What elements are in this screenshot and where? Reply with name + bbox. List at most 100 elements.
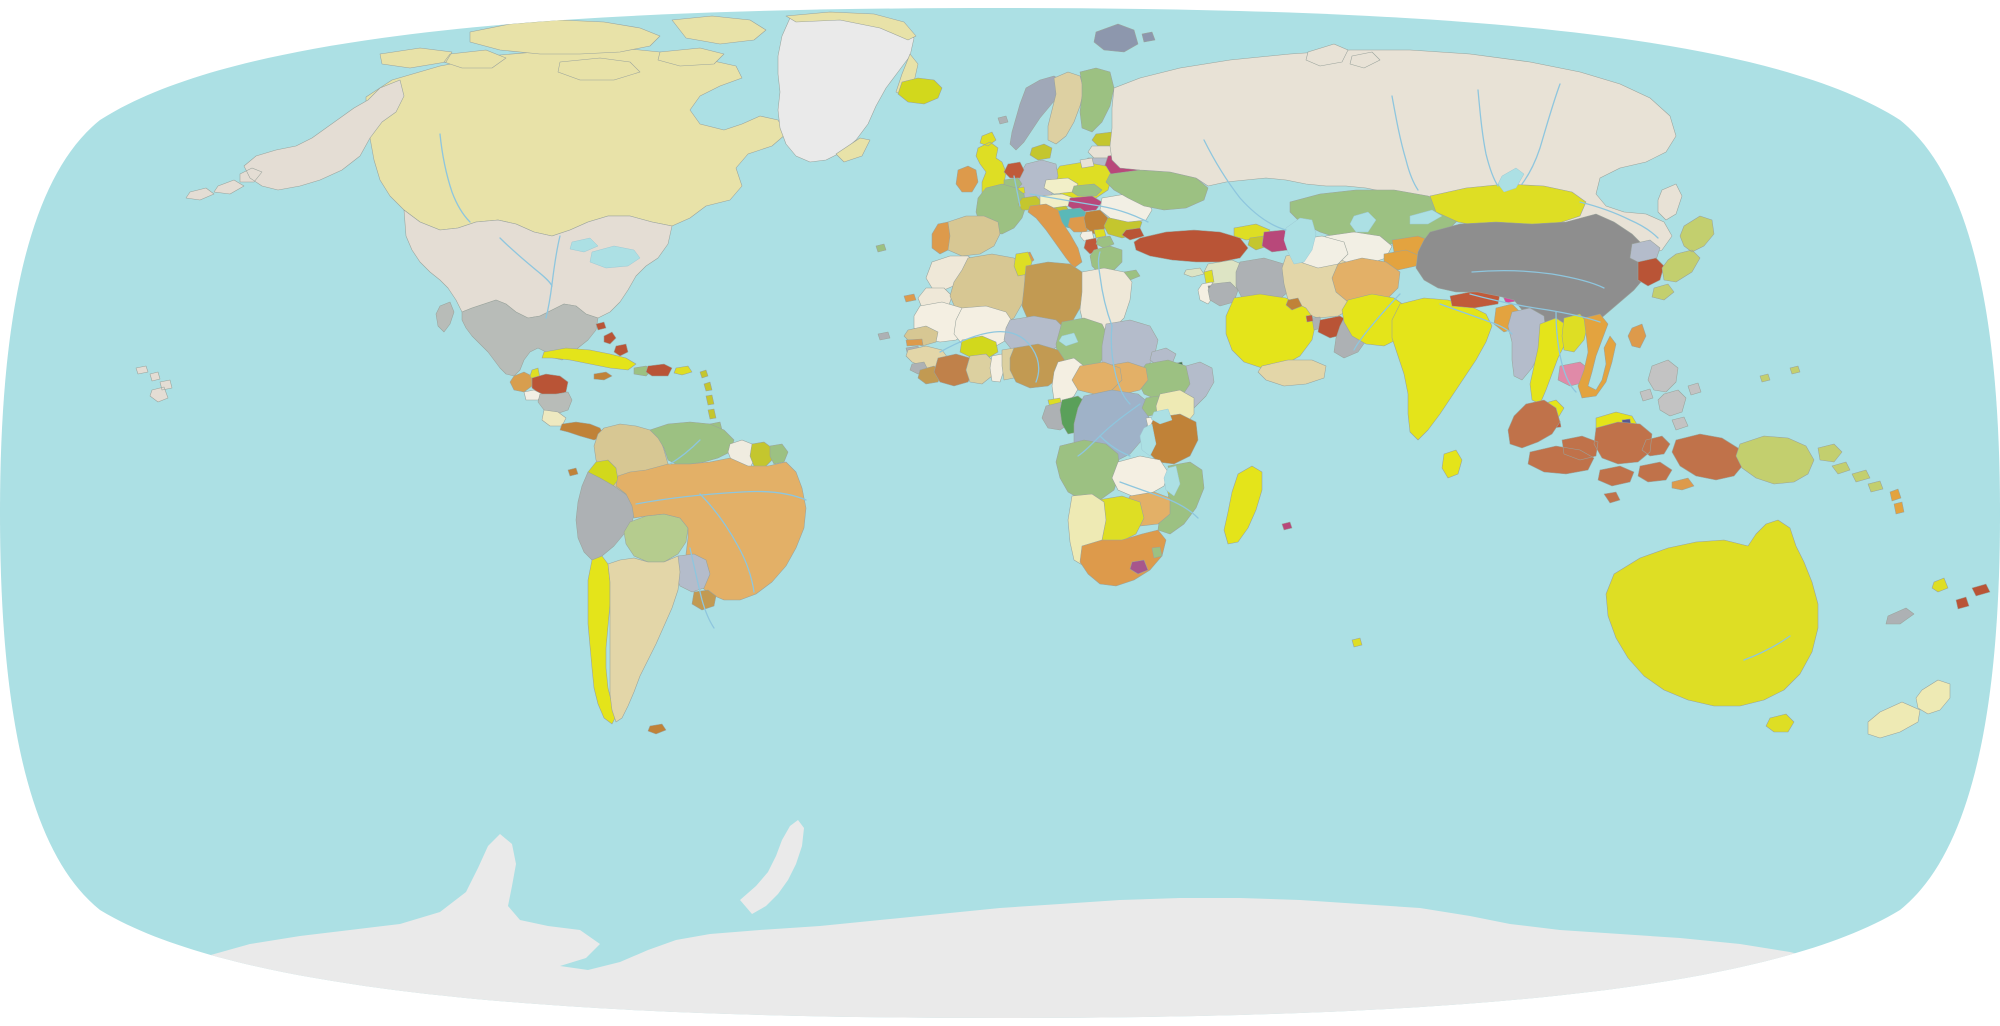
country-faroe-islands[interactable] bbox=[997, 115, 1009, 125]
country-turkey[interactable] bbox=[1121, 227, 1249, 263]
country-gambia[interactable] bbox=[905, 338, 924, 347]
country-micronesia-marshall[interactable] bbox=[1759, 365, 1801, 383]
country-netherlands[interactable] bbox=[1003, 161, 1025, 179]
country-india[interactable] bbox=[1391, 297, 1493, 441]
country-argentina[interactable] bbox=[607, 555, 681, 723]
region-central-america[interactable] bbox=[509, 321, 723, 441]
country-iceland[interactable] bbox=[897, 77, 943, 105]
country-french-guiana[interactable] bbox=[769, 443, 789, 465]
river-volga bbox=[1203, 139, 1287, 231]
country-peru[interactable] bbox=[575, 471, 637, 561]
region-east-southeast-asia[interactable] bbox=[1415, 183, 1745, 504]
country-portugal[interactable] bbox=[931, 221, 951, 255]
country-zambia[interactable] bbox=[1111, 455, 1169, 497]
country-timor-leste[interactable] bbox=[1671, 477, 1695, 491]
river-mississippi bbox=[545, 235, 561, 319]
country-lesser-antilles[interactable] bbox=[699, 369, 717, 420]
country-sakhalin[interactable] bbox=[1657, 183, 1683, 221]
country-honduras[interactable] bbox=[531, 373, 569, 397]
country-eswatini[interactable] bbox=[1151, 546, 1163, 559]
country-easter-island[interactable] bbox=[1351, 637, 1363, 648]
country-solomon-islands[interactable] bbox=[1831, 461, 1884, 493]
country-japan[interactable] bbox=[1651, 215, 1715, 301]
country-kuwait[interactable] bbox=[1285, 297, 1303, 311]
country-alaska[interactable] bbox=[185, 79, 405, 201]
country-azores[interactable] bbox=[875, 243, 887, 253]
river-mackenzie bbox=[439, 133, 471, 223]
country-new-caledonia[interactable] bbox=[1885, 607, 1915, 625]
country-falkland-islands[interactable] bbox=[647, 723, 667, 735]
country-bahamas[interactable] bbox=[595, 321, 629, 357]
country-cuba[interactable] bbox=[541, 347, 637, 371]
country-svalbard[interactable] bbox=[1093, 23, 1156, 53]
country-dominican-republic[interactable] bbox=[645, 363, 673, 377]
country-ghana[interactable] bbox=[965, 353, 995, 385]
river-ganges bbox=[1439, 303, 1513, 335]
country-finland[interactable] bbox=[1079, 67, 1115, 133]
country-jordan[interactable] bbox=[1207, 281, 1239, 307]
river-yenisei bbox=[1477, 89, 1499, 187]
country-bahrain[interactable] bbox=[1305, 314, 1314, 323]
country-sri-lanka[interactable] bbox=[1441, 449, 1463, 479]
country-australia[interactable] bbox=[1605, 519, 1819, 707]
river-amur bbox=[1579, 201, 1659, 239]
country-samoa-tonga[interactable] bbox=[1955, 583, 1991, 610]
country-indonesia[interactable] bbox=[1507, 399, 1745, 504]
country-uruguay[interactable] bbox=[691, 589, 717, 611]
country-new-zealand[interactable] bbox=[1867, 679, 1951, 739]
country-antarctica[interactable] bbox=[150, 834, 1874, 1018]
country-laos[interactable] bbox=[1561, 313, 1589, 353]
country-cyprus[interactable] bbox=[1183, 267, 1205, 278]
country-vanuatu[interactable] bbox=[1889, 488, 1905, 515]
lakes-layer bbox=[569, 167, 1525, 497]
country-ivory-coast[interactable] bbox=[933, 353, 975, 387]
country-brazil[interactable] bbox=[615, 457, 807, 601]
region-oceania[interactable] bbox=[135, 23, 1991, 739]
country-taiwan[interactable] bbox=[1627, 323, 1647, 349]
country-tasmania[interactable] bbox=[1765, 713, 1795, 733]
country-cape-verde[interactable] bbox=[877, 331, 891, 341]
country-sweden[interactable] bbox=[1047, 71, 1085, 145]
country-venezuela[interactable] bbox=[649, 421, 735, 465]
country-galapagos[interactable] bbox=[567, 467, 579, 477]
country-angola[interactable] bbox=[1055, 439, 1121, 501]
country-myanmar[interactable] bbox=[1507, 307, 1547, 381]
region-africa[interactable] bbox=[903, 251, 1263, 587]
country-nicaragua[interactable] bbox=[537, 391, 573, 415]
lake-chad bbox=[1058, 332, 1079, 347]
country-philippines[interactable] bbox=[1639, 359, 1702, 431]
country-guatemala[interactable] bbox=[509, 371, 533, 393]
country-jamaica[interactable] bbox=[593, 371, 613, 381]
country-slovakia[interactable] bbox=[1071, 183, 1103, 197]
country-vietnam[interactable] bbox=[1577, 313, 1617, 399]
country-papua-new-guinea[interactable] bbox=[1735, 435, 1843, 485]
antarctica-peninsula[interactable] bbox=[740, 820, 804, 914]
region-south-america[interactable] bbox=[575, 421, 807, 735]
country-kosovo[interactable] bbox=[1093, 228, 1107, 239]
region-antarctica[interactable] bbox=[150, 820, 1874, 1018]
river-mekong bbox=[1555, 311, 1577, 393]
country-fiji[interactable] bbox=[1931, 577, 1949, 593]
country-mauritius-reunion[interactable] bbox=[1281, 521, 1293, 531]
country-madagascar[interactable] bbox=[1223, 465, 1263, 545]
country-kaliningrad[interactable] bbox=[1079, 157, 1095, 169]
country-canary-islands[interactable] bbox=[903, 293, 917, 303]
country-novaya-zemlya[interactable] bbox=[1305, 43, 1381, 69]
country-burkina-faso[interactable] bbox=[959, 335, 999, 359]
lake-tanganyika bbox=[1139, 423, 1157, 457]
country-south-korea[interactable] bbox=[1637, 257, 1665, 287]
country-ireland[interactable] bbox=[955, 165, 979, 193]
river-murray bbox=[1743, 635, 1791, 661]
country-yemen[interactable] bbox=[1257, 359, 1327, 387]
country-suriname[interactable] bbox=[749, 441, 773, 469]
country-mozambique[interactable] bbox=[1157, 461, 1205, 535]
country-denmark[interactable] bbox=[1029, 143, 1053, 161]
country-lesotho[interactable] bbox=[1129, 559, 1149, 575]
country-hawaii[interactable] bbox=[135, 365, 173, 403]
country-lebanon[interactable] bbox=[1203, 269, 1215, 285]
country-puerto-rico[interactable] bbox=[673, 365, 693, 376]
country-canada-arctic[interactable] bbox=[379, 15, 767, 81]
country-south-africa[interactable] bbox=[1079, 529, 1167, 587]
country-united-states[interactable] bbox=[403, 209, 673, 319]
